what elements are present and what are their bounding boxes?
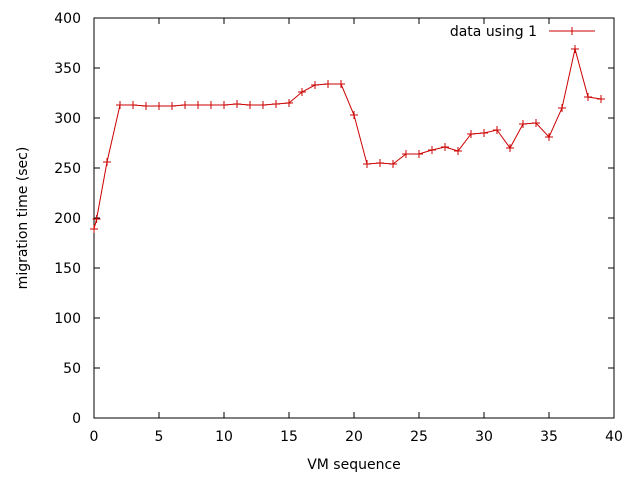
- data-point-1-33: [506, 144, 514, 152]
- y-axis-title: migration time (sec): [15, 147, 31, 290]
- data-point-1-12: [233, 100, 241, 108]
- y-tick-label-100: 100: [54, 311, 81, 327]
- data-series: [90, 45, 605, 233]
- data-point-1-4: [129, 101, 137, 109]
- data-point-1-20: [337, 80, 345, 88]
- data-point-1-9: [194, 101, 202, 109]
- data-point-1-26: [415, 150, 423, 158]
- data-point-1-40: [597, 95, 605, 103]
- data-point-1-17: [298, 88, 306, 96]
- y-tick-label-300: 300: [54, 111, 81, 127]
- legend-label-series-1: data using 1: [450, 24, 537, 40]
- data-point-1-18: [311, 81, 319, 89]
- y-tick-label-200: 200: [54, 211, 81, 227]
- data-point-1-39: [584, 93, 592, 101]
- y-tick-label-150: 150: [54, 261, 81, 277]
- x-axis-title: VM sequence: [307, 457, 401, 473]
- data-point-1-38: [571, 45, 579, 53]
- data-point-1-35: [532, 119, 540, 127]
- data-point-1-22: [363, 160, 371, 168]
- y-tick-label-50: 50: [63, 361, 81, 377]
- axis-ticks: [93, 17, 615, 419]
- data-point-1-8: [181, 101, 189, 109]
- data-point-1-28: [441, 143, 449, 151]
- y-tick-label-0: 0: [72, 411, 81, 427]
- data-point-1-2: [103, 158, 111, 166]
- x-tick-label-5: 5: [155, 429, 164, 445]
- data-point-1-34: [519, 120, 527, 128]
- data-point-1-15: [272, 100, 280, 108]
- series-line-1: [93, 48, 602, 230]
- x-tick-label-40: 40: [605, 429, 623, 445]
- data-point-1-24: [389, 160, 397, 168]
- data-point-1-23: [376, 159, 384, 167]
- data-point-1-16: [285, 99, 293, 107]
- plot-area: [93, 17, 615, 419]
- data-point-1-32: [493, 126, 501, 134]
- x-tick-label-0: 0: [90, 429, 99, 445]
- data-point-1-31: [480, 129, 488, 137]
- data-point-1-10: [207, 101, 215, 109]
- x-tick-label-15: 15: [280, 429, 298, 445]
- x-tick-label-10: 10: [215, 429, 233, 445]
- data-point-1-5: [142, 102, 150, 110]
- data-point-1-11: [220, 101, 228, 109]
- data-point-1-7: [168, 102, 176, 110]
- data-point-1-14: [259, 101, 267, 109]
- legend: data using 1: [450, 24, 595, 40]
- data-point-1-1: [92, 215, 101, 223]
- legend-marker-sample: [568, 27, 576, 35]
- x-tick-label-20: 20: [345, 429, 363, 445]
- data-point-1-3: [116, 101, 124, 109]
- data-point-1-29: [454, 147, 462, 155]
- data-point-1-13: [246, 101, 254, 109]
- data-point-1-30: [467, 130, 475, 138]
- x-tick-label-25: 25: [410, 429, 428, 445]
- x-tick-label-35: 35: [540, 429, 558, 445]
- data-point-1-25: [402, 150, 410, 158]
- data-point-1-36: [545, 133, 553, 141]
- y-tick-label-350: 350: [54, 61, 81, 77]
- data-point-1-19: [324, 80, 332, 88]
- data-point-1-27: [428, 146, 436, 154]
- y-tick-label-250: 250: [54, 161, 81, 177]
- x-tick-label-30: 30: [475, 429, 493, 445]
- data-point-1-37: [558, 104, 566, 112]
- data-point-1-0: [90, 225, 98, 233]
- data-point-1-6: [155, 102, 163, 110]
- data-point-1-21: [350, 111, 358, 119]
- y-tick-label-400: 400: [54, 11, 81, 27]
